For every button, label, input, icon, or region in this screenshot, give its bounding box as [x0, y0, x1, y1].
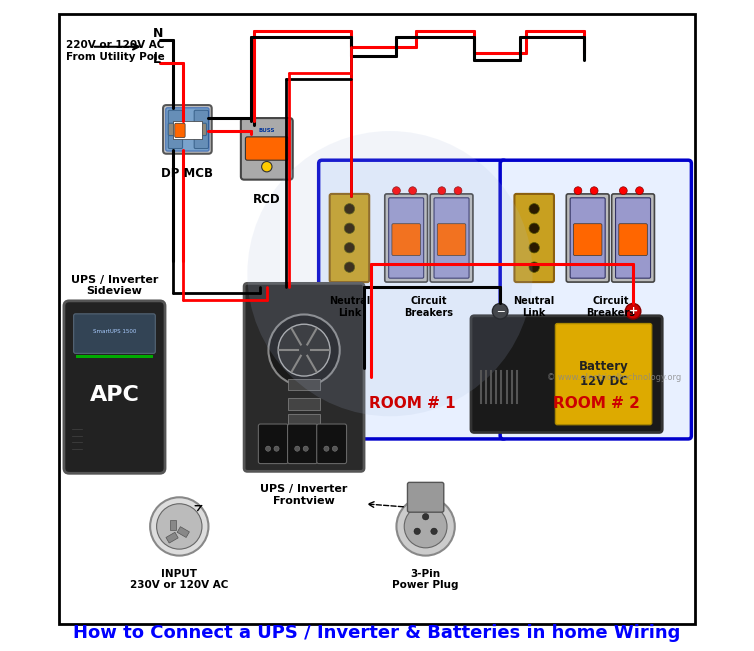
Text: +: +	[628, 306, 638, 316]
FancyBboxPatch shape	[385, 194, 428, 282]
Circle shape	[529, 243, 539, 253]
Bar	[170, 520, 176, 531]
Circle shape	[431, 528, 437, 534]
FancyBboxPatch shape	[471, 316, 662, 432]
Circle shape	[636, 187, 643, 195]
FancyBboxPatch shape	[319, 160, 507, 439]
Text: L: L	[153, 53, 161, 66]
Text: 3-Pin
Power Plug: 3-Pin Power Plug	[392, 568, 459, 590]
FancyBboxPatch shape	[244, 283, 364, 471]
Circle shape	[265, 446, 271, 451]
Bar	[173, 120, 202, 139]
FancyBboxPatch shape	[619, 224, 647, 255]
Circle shape	[620, 187, 627, 195]
Circle shape	[278, 324, 330, 376]
FancyBboxPatch shape	[573, 224, 602, 255]
Circle shape	[345, 204, 354, 214]
Circle shape	[345, 243, 354, 253]
FancyBboxPatch shape	[615, 198, 651, 278]
Circle shape	[625, 303, 641, 319]
FancyBboxPatch shape	[245, 137, 288, 160]
Circle shape	[247, 131, 532, 416]
FancyBboxPatch shape	[611, 194, 654, 282]
Circle shape	[345, 223, 354, 234]
Circle shape	[422, 514, 429, 520]
Text: ROOM # 1: ROOM # 1	[369, 396, 456, 411]
FancyBboxPatch shape	[407, 482, 444, 512]
FancyBboxPatch shape	[259, 424, 288, 464]
Circle shape	[333, 446, 338, 451]
FancyBboxPatch shape	[430, 194, 473, 282]
Circle shape	[295, 446, 300, 451]
Circle shape	[414, 528, 421, 534]
FancyBboxPatch shape	[500, 160, 691, 439]
FancyBboxPatch shape	[287, 424, 317, 464]
Text: ROOM # 2: ROOM # 2	[553, 396, 639, 411]
Circle shape	[150, 497, 208, 555]
FancyBboxPatch shape	[434, 198, 469, 278]
Bar	[75, 355, 153, 358]
FancyBboxPatch shape	[556, 324, 651, 424]
FancyBboxPatch shape	[329, 194, 369, 282]
Circle shape	[274, 446, 279, 451]
Text: BUSS: BUSS	[259, 128, 275, 133]
FancyBboxPatch shape	[570, 198, 605, 278]
FancyBboxPatch shape	[437, 224, 466, 255]
FancyBboxPatch shape	[74, 314, 155, 353]
FancyBboxPatch shape	[241, 118, 293, 180]
Bar	[288, 379, 320, 391]
FancyBboxPatch shape	[175, 123, 185, 137]
Circle shape	[529, 223, 539, 234]
Circle shape	[409, 187, 416, 195]
Circle shape	[157, 504, 202, 549]
FancyBboxPatch shape	[566, 194, 609, 282]
Text: APC: APC	[90, 385, 139, 405]
Circle shape	[345, 262, 354, 272]
Circle shape	[438, 187, 446, 195]
Circle shape	[268, 314, 340, 386]
FancyBboxPatch shape	[163, 105, 212, 154]
FancyBboxPatch shape	[392, 224, 421, 255]
Circle shape	[529, 262, 539, 272]
Text: How to Connect a UPS / Inverter & Batteries in home Wiring: How to Connect a UPS / Inverter & Batter…	[73, 624, 681, 643]
Text: ─: ─	[497, 306, 504, 316]
Circle shape	[324, 446, 329, 451]
Circle shape	[590, 187, 598, 195]
Circle shape	[529, 204, 539, 214]
FancyBboxPatch shape	[64, 301, 165, 473]
Text: Battery
12V DC: Battery 12V DC	[578, 360, 628, 388]
Text: UPS / Inverter
Frontview: UPS / Inverter Frontview	[260, 484, 348, 506]
Circle shape	[492, 303, 508, 319]
Text: RCD: RCD	[253, 193, 280, 206]
Text: SmartUPS 1500: SmartUPS 1500	[93, 329, 136, 335]
FancyBboxPatch shape	[168, 123, 207, 135]
Text: Neutral
Link: Neutral Link	[513, 296, 555, 318]
FancyBboxPatch shape	[195, 110, 208, 148]
Bar	[177, 527, 189, 538]
Circle shape	[454, 187, 462, 195]
Text: © www.electricaltechnology.org: © www.electricaltechnology.org	[547, 373, 682, 382]
Circle shape	[404, 505, 447, 548]
Bar	[288, 414, 320, 426]
Bar	[166, 533, 178, 543]
Text: N: N	[153, 27, 164, 40]
Circle shape	[574, 187, 582, 195]
FancyBboxPatch shape	[166, 107, 209, 151]
Circle shape	[262, 161, 272, 172]
FancyBboxPatch shape	[388, 198, 424, 278]
FancyBboxPatch shape	[514, 194, 554, 282]
Text: DP MCB: DP MCB	[161, 167, 213, 180]
Circle shape	[393, 187, 400, 195]
Text: Circuit
Breakers: Circuit Breakers	[404, 296, 453, 318]
Circle shape	[397, 497, 455, 555]
Text: Neutral
Link: Neutral Link	[329, 296, 370, 318]
FancyBboxPatch shape	[168, 110, 182, 148]
Circle shape	[303, 446, 308, 451]
Text: 220V or 120V AC
From Utility Pole: 220V or 120V AC From Utility Pole	[66, 40, 164, 62]
Text: Circuit
Breakers: Circuit Breakers	[586, 296, 635, 318]
Text: INPUT
230V or 120V AC: INPUT 230V or 120V AC	[130, 568, 228, 590]
Text: UPS / Inverter
Sideview: UPS / Inverter Sideview	[71, 275, 158, 296]
Bar	[288, 398, 320, 409]
FancyBboxPatch shape	[317, 424, 347, 464]
